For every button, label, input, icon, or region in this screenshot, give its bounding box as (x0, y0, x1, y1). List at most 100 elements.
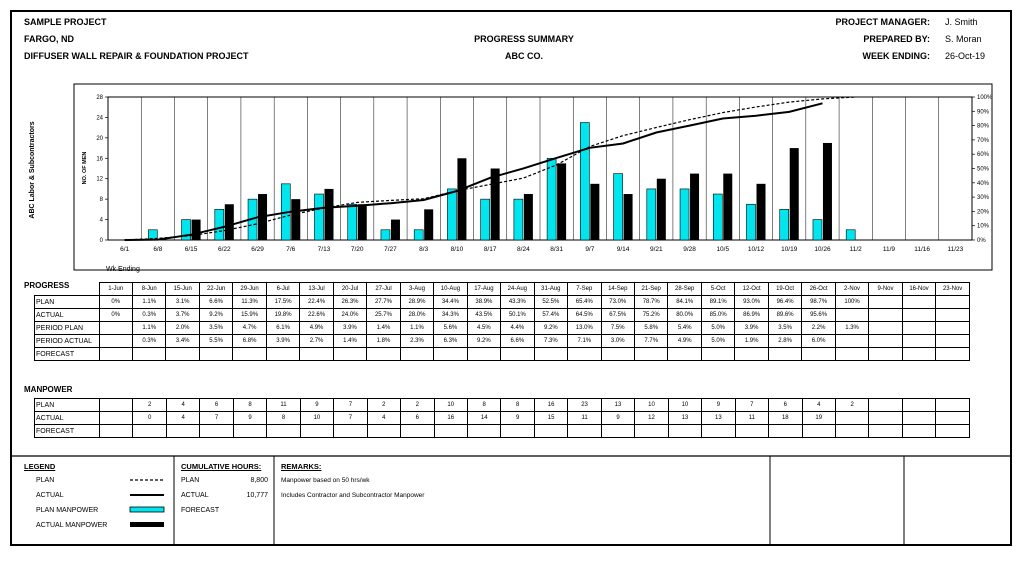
y-tick-label: 16 (96, 156, 103, 162)
prepared-value: S. Moran (945, 34, 982, 44)
plan-manpower-bar (779, 209, 790, 241)
y2-tick-label: 0% (977, 238, 986, 244)
x-tick-label: 8/31 (550, 246, 563, 253)
actual-manpower-bar (357, 204, 367, 240)
cum-actual-value: 10,777 (246, 492, 268, 499)
row-label: FORECAST (34, 424, 100, 438)
x-tick-label: 11/23 (947, 246, 963, 253)
company-name: ABC CO. (505, 51, 543, 61)
x-tick-label: 9/7 (585, 246, 594, 253)
location-label: FARGO, ND (24, 34, 75, 44)
y-tick-label: 4 (100, 218, 104, 224)
x-tick-label: 7/6 (286, 246, 295, 253)
x-tick-label: 9/21 (650, 246, 663, 253)
actual-manpower-bar (224, 204, 234, 240)
x-tick-label: 6/15 (185, 246, 198, 253)
y2-tick-label: 90% (977, 109, 990, 115)
project-label: SAMPLE PROJECT (24, 17, 107, 27)
progress-row: PERIOD ACTUAL 0.3% 3.4% 5.5% 6.8% 3.9% 2.7% 1.4… (34, 334, 970, 348)
actual-manpower-swatch (130, 522, 164, 527)
x-tick-label: 10/26 (814, 246, 831, 253)
legend-plan-manpower: PLAN MANPOWER (36, 507, 99, 514)
legend-title: LEGEND (24, 462, 56, 471)
cum-actual-label: ACTUAL (181, 492, 209, 499)
plan-manpower-bar (580, 122, 590, 241)
value-cell (901, 347, 937, 361)
x-tick-label: 6/29 (251, 246, 264, 253)
actual-manpower-bar (623, 194, 633, 240)
plan-manpower-bar (513, 198, 524, 241)
actual-manpower-bar (557, 163, 567, 240)
legend-plan: PLAN (36, 477, 55, 484)
y2-tick-label: 40% (977, 181, 990, 187)
x-tick-label: 8/17 (484, 246, 497, 253)
plan-manpower-bar (746, 203, 756, 241)
actual-manpower-bar (390, 219, 400, 240)
plan-manpower-bar (812, 219, 823, 241)
x-tick-label: 7/27 (384, 246, 397, 253)
plan-manpower-bar (314, 193, 324, 241)
progress-title: PROGRESS (24, 281, 70, 290)
value-cell (935, 347, 970, 361)
actual-manpower-bar (789, 148, 799, 240)
week-label: WEEK ENDING: (862, 51, 931, 61)
actual-manpower-bar (457, 158, 467, 240)
page-title: PROGRESS SUMMARY (474, 34, 574, 44)
y2-tick-label: 20% (977, 209, 990, 215)
cum-forecast-label: FORECAST (181, 507, 220, 514)
x-tick-label: 6/8 (153, 246, 162, 253)
wk-ending-label: Wk Ending (106, 266, 140, 273)
plan-manpower-bar (181, 219, 191, 241)
plan-manpower-bar (679, 188, 690, 241)
x-tick-label: 9/14 (617, 246, 630, 253)
actual-manpower-bar (656, 178, 666, 240)
chart-border (73, 83, 993, 271)
x-tick-label: 8/24 (517, 246, 530, 253)
x-tick-label: 7/13 (318, 246, 331, 253)
actual-manpower-bar (424, 209, 434, 240)
x-tick-label: 11/9 (883, 246, 896, 253)
y-tick-label: 28 (96, 95, 103, 101)
y-tick-label: 8 (100, 197, 104, 203)
legend-actual: ACTUAL (36, 492, 64, 499)
progress-table: 1-Jun 8-Jun 15-Jun 22-Jun 29-Jun 6-Jul 13-Jul 2… (34, 282, 970, 361)
cum-plan-value: 8,800 (250, 477, 268, 484)
plan-manpower-bar (214, 209, 225, 241)
project-name: DIFFUSER WALL REPAIR & FOUNDATION PROJEC… (24, 51, 249, 61)
actual-manpower-bar (756, 183, 766, 240)
progress-row: FORECAST (34, 347, 970, 361)
y-tick-label: 12 (96, 177, 103, 183)
manager-value: J. Smith (945, 17, 978, 27)
y2-tick-label: 80% (977, 124, 990, 130)
actual-manpower-bar (324, 188, 334, 240)
prepared-label: PREPARED BY: (863, 34, 930, 44)
plan-manpower-bar (613, 173, 623, 241)
actual-manpower-bar (723, 173, 733, 240)
y-tick-label: 0 (100, 238, 104, 244)
plan-manpower-bar (845, 229, 856, 241)
x-tick-label: 9/28 (683, 246, 696, 253)
y2-tick-label: 50% (977, 167, 990, 173)
manpower-table: PLAN 2 4 6 8 11 9 7 2 2 10 8 8 16 23 13 10 10 9 7 6 4 2 ACTUAL 0… (34, 398, 970, 438)
x-tick-label: 10/19 (781, 246, 798, 253)
x-tick-label: 10/12 (748, 246, 765, 253)
y2-tick-label: 10% (977, 224, 990, 230)
y-tick-label: 24 (96, 115, 103, 121)
x-tick-label: 10/5 (716, 246, 729, 253)
y2-tick-label: 60% (977, 152, 990, 158)
plan-manpower-swatch (129, 506, 165, 513)
plan-cumulative-line (124, 96, 856, 241)
manager-label: PROJECT MANAGER: (835, 17, 930, 27)
x-tick-label: 6/22 (218, 246, 231, 253)
actual-manpower-bar (523, 194, 533, 240)
x-tick-label: 11/2 (850, 246, 863, 253)
x-tick-label: 8/3 (419, 246, 428, 253)
y2-tick-label: 100% (977, 95, 993, 101)
report-frame (10, 10, 1012, 546)
x-tick-label: 7/20 (351, 246, 364, 253)
progress-row: ACTUAL 0% 0.3% 3.7% 9.2% 15.9% 19.8% 22.6% 24.0%… (34, 308, 970, 322)
plan-manpower-bar (646, 188, 657, 241)
plan-manpower-bar (447, 188, 457, 241)
y-axis-label: NO. OF MEN (82, 152, 88, 185)
manpower-row: FORECAST (34, 424, 970, 438)
